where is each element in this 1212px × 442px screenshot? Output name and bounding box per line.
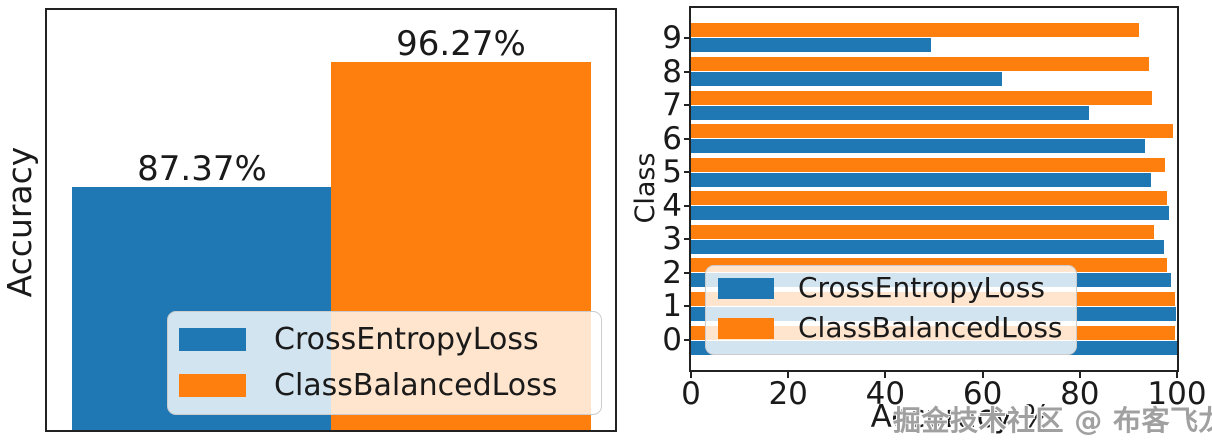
right-chart-y-axis-label: Class	[630, 152, 661, 224]
x-tick-label-0: 0	[681, 376, 701, 412]
legend-swatch-classbalanced	[179, 374, 246, 397]
legend-label-classbalanced: ClassBalancedLoss	[274, 368, 558, 403]
x-tick-mark-0	[690, 372, 692, 378]
x-tick-mark-20	[787, 372, 790, 378]
x-tick-mark-80	[1078, 372, 1081, 378]
legend-swatch-classbalanced	[718, 318, 774, 339]
legend-label-classbalanced: ClassBalancedLoss	[798, 311, 1063, 345]
x-tick-mark-100	[1176, 372, 1178, 378]
left-chart-legend: CrossEntropyLoss ClassBalancedLoss	[167, 311, 602, 415]
left-chart-y-axis-label: Accuracy	[0, 146, 39, 298]
legend-swatch-crossentropy	[179, 328, 246, 351]
right-chart-x-axis-label: Accuracy %	[870, 399, 1052, 435]
x-tick-mark-40	[884, 372, 887, 378]
legend-label-crossentropy: CrossEntropyLoss	[274, 322, 539, 357]
x-tick-mark-60	[981, 372, 984, 378]
right-chart-legend: CrossEntropyLoss ClassBalancedLoss	[705, 265, 1077, 355]
legend-label-crossentropy: CrossEntropyLoss	[798, 271, 1045, 305]
legend-swatch-crossentropy	[718, 278, 774, 299]
watermark-text: 掘金技术社区 @ 布客飞龙	[893, 404, 1212, 437]
